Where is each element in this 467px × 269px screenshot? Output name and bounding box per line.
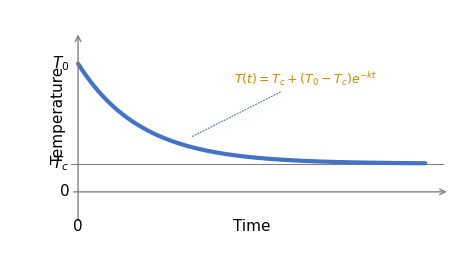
Text: 0: 0	[60, 184, 70, 199]
Text: $T(t) = T_c + (T_0 - T_c)e^{-kt}$: $T(t) = T_c + (T_0 - T_c)e^{-kt}$	[191, 70, 378, 137]
Text: 0: 0	[73, 219, 83, 234]
Text: $T_c$: $T_c$	[52, 154, 70, 173]
Text: Temperature: Temperature	[51, 66, 66, 164]
Text: Time: Time	[233, 219, 270, 234]
Text: $T_0$: $T_0$	[52, 54, 70, 73]
